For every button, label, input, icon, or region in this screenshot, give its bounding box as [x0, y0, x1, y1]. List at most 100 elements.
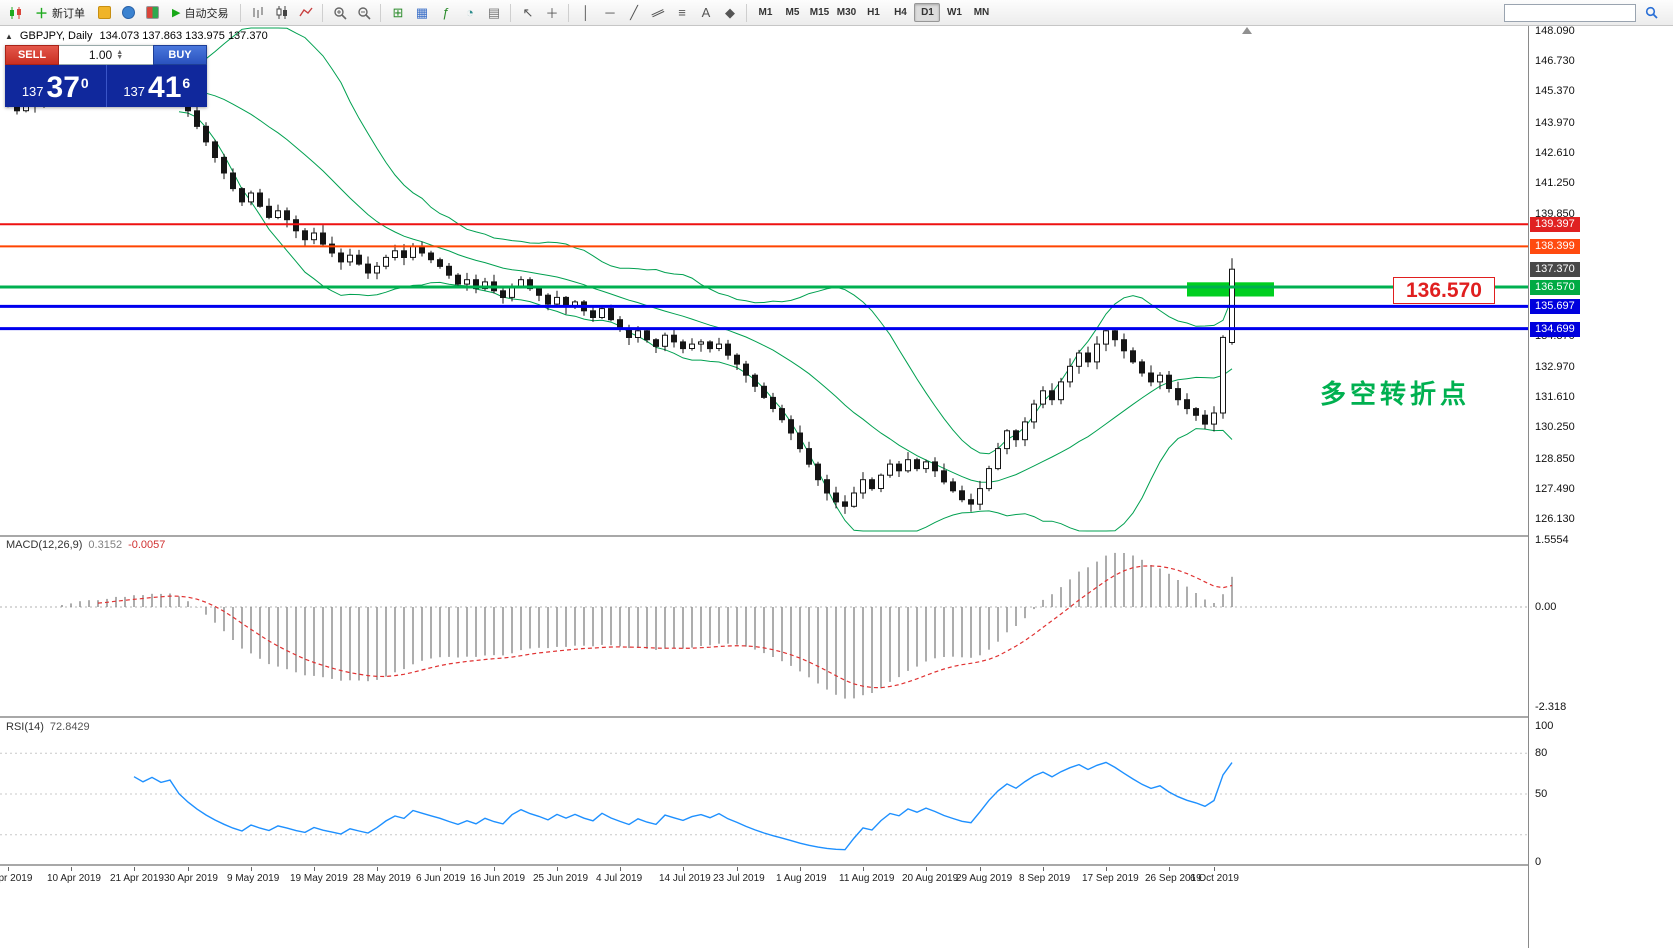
time-axis-label: 1 Aug 2019	[776, 873, 827, 884]
channel-icon[interactable]: ∥	[650, 6, 667, 19]
market-icon[interactable]	[117, 3, 140, 23]
time-tick	[377, 867, 378, 871]
grid-icon[interactable]: ⊞	[392, 4, 404, 20]
timeframe-m1-button[interactable]: M1	[752, 3, 778, 22]
collapse-panel-icon[interactable]: ▲	[5, 31, 13, 41]
fibonacci-icon[interactable]: ≡	[678, 5, 686, 20]
timeframe-m30-button[interactable]: M30	[833, 3, 859, 22]
symbol-period-label: GBPJPY, Daily	[19, 30, 93, 42]
time-axis-label: 6 Jun 2019	[416, 873, 466, 884]
pivot-point-note[interactable]: 多空转折点	[1320, 379, 1471, 409]
axis-label: 100	[1535, 720, 1554, 732]
toolbar-separator	[322, 3, 324, 22]
macd-main-value: 0.3152	[88, 539, 123, 551]
horizontal-line-icon[interactable]: ─	[605, 5, 615, 20]
rsi-pane-title: RSI(14) 72.8429	[6, 721, 90, 733]
time-axis-label: 21 Apr 2019	[110, 873, 164, 884]
time-tick	[314, 867, 315, 871]
zoom-out-icon[interactable]	[352, 3, 375, 23]
lot-increase-icon[interactable]: ▲	[116, 49, 124, 56]
time-tick	[1106, 867, 1107, 871]
rsi-panel-separator[interactable]	[0, 716, 1673, 718]
shapes-icon[interactable]: ◆	[724, 4, 735, 20]
time-tick	[8, 867, 9, 871]
crosshair-icon[interactable]: ＋	[545, 6, 559, 21]
scroll-to-end-marker[interactable]	[1242, 27, 1252, 34]
new-order-button[interactable]: ＋ 新订单	[28, 3, 92, 23]
community-icon[interactable]	[141, 3, 164, 23]
sell-price-display[interactable]: 137 37 0	[5, 65, 107, 107]
periods-icon[interactable]: ◔	[466, 5, 474, 20]
plus-icon: ＋	[35, 6, 49, 21]
macd-panel-separator[interactable]	[0, 535, 1673, 537]
search-input[interactable]	[1504, 3, 1636, 22]
search-icon[interactable]	[1640, 3, 1663, 23]
time-axis-label: 8 Sep 2019	[1019, 873, 1071, 884]
templates-icon[interactable]: ▤	[487, 4, 501, 20]
vertical-line-icon[interactable]: │	[581, 5, 591, 20]
time-tick	[863, 867, 864, 871]
tile-windows-icon[interactable]: ▦	[415, 4, 429, 20]
macd-pane-title: MACD(12,26,9) 0.3152 -0.0057	[6, 539, 165, 551]
time-tick	[557, 867, 558, 871]
price-level-callout[interactable]: 136.570	[1393, 277, 1495, 304]
time-axis-label: 17 Sep 2019	[1082, 873, 1139, 884]
time-tick	[188, 867, 189, 871]
timeframe-mn-button[interactable]: MN	[968, 3, 994, 22]
highlight-zone	[1187, 282, 1274, 297]
macd-name: MACD(12,26,9)	[6, 539, 83, 551]
time-axis-label: 11 Aug 2019	[839, 873, 895, 884]
time-tick	[926, 867, 927, 871]
buy-button[interactable]: BUY	[153, 45, 207, 65]
lot-size-input[interactable]: 1.00 ▲ ▼	[59, 45, 153, 65]
bar-chart-icon[interactable]	[246, 3, 269, 23]
time-tick	[251, 867, 252, 871]
indicators-icon[interactable]: ƒ	[442, 5, 450, 20]
price-tag: 137.370	[1530, 262, 1580, 277]
timeframe-d1-button[interactable]: D1	[914, 3, 941, 22]
price-tag: 138.399	[1530, 239, 1580, 254]
toolbar-separator	[568, 3, 570, 22]
time-axis-label: 30 Apr 2019	[164, 873, 218, 884]
axis-label: 146.730	[1535, 55, 1575, 67]
profiles-icon[interactable]	[93, 3, 116, 23]
timeframe-m15-button[interactable]: M15	[806, 3, 832, 22]
search-group	[1504, 3, 1669, 23]
time-tick	[620, 867, 621, 871]
cursor-icon[interactable]: ↖	[522, 4, 534, 20]
toolbar-separator	[510, 3, 512, 22]
axis-label: 131.610	[1535, 391, 1575, 403]
buy-price-display[interactable]: 137 41 6	[123, 71, 191, 104]
axis-label: 0	[1535, 856, 1542, 868]
line-chart-icon[interactable]	[294, 3, 317, 23]
autotrading-button[interactable]: ▶ 自动交易	[165, 3, 235, 23]
time-tick	[683, 867, 684, 871]
lot-decrease-icon[interactable]: ▼	[116, 54, 124, 61]
rsi-indicator	[0, 752, 1528, 851]
text-icon[interactable]: A	[701, 5, 711, 20]
axis-label: 148.090	[1535, 25, 1575, 37]
axis-label: -2.318	[1535, 701, 1567, 713]
sell-button[interactable]: SELL	[5, 45, 59, 65]
zoom-in-icon[interactable]	[328, 3, 351, 23]
axis-label: 132.970	[1535, 361, 1575, 373]
highlight-rect[interactable]	[1187, 282, 1274, 297]
axis-label: 128.850	[1535, 453, 1575, 465]
candlestick-chart-icon[interactable]	[270, 3, 293, 23]
timeframe-m5-button[interactable]: M5	[779, 3, 805, 22]
axis-label: 80	[1535, 747, 1548, 759]
axis-label: 130.250	[1535, 421, 1575, 433]
timeframe-w1-button[interactable]: W1	[941, 3, 967, 22]
trendline-icon[interactable]: ╱	[630, 4, 638, 20]
price-tag: 135.697	[1530, 299, 1580, 314]
macd-indicator	[0, 552, 1528, 699]
price-axis[interactable]: 148.090 146.730 145.370 143.970 142.610 141.2…	[1528, 25, 1673, 948]
axis-label: 50	[1535, 788, 1548, 800]
timeframe-h1-button[interactable]: H1	[860, 3, 886, 22]
time-axis-label: 4 Apr 2019	[0, 873, 33, 884]
rsi-value: 72.8429	[49, 721, 90, 733]
time-tick	[494, 867, 495, 871]
timeframe-h4-button[interactable]: H4	[887, 3, 913, 22]
